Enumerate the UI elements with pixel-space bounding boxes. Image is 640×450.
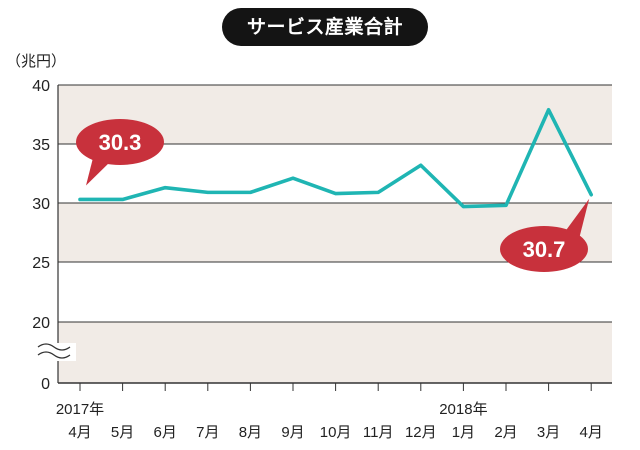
y-tick-label: 20 (32, 315, 50, 332)
x-tick-label: 12月 (405, 424, 437, 441)
x-tick-label: 7月 (196, 424, 219, 441)
background-bands (58, 85, 612, 383)
x-tick-label: 5月 (111, 424, 134, 441)
callout: 30.7 (500, 198, 590, 272)
x-tick-label: 11月 (363, 424, 394, 441)
x-tick-label: 8月 (239, 424, 262, 441)
x-tick-label: 3月 (537, 424, 560, 441)
axis-break-wave (37, 351, 71, 359)
y-tick-label: 25 (32, 255, 50, 272)
x-tick-labels: 4月 5月 6月 7月 8月 9月 10月 11月 12月 1月 2月 3月 4月 2017年 2018年 (56, 383, 603, 441)
x-tick-label: 9月 (281, 424, 304, 441)
y-tick-label: 0 (41, 376, 50, 393)
x-tick-label: 10月 (320, 424, 352, 441)
callout-label: 30.3 (99, 130, 142, 155)
y-tick-label: 35 (32, 137, 50, 154)
callout: 30.3 (76, 119, 164, 186)
x-tick-label: 4月 (580, 424, 603, 441)
callout-bubble (76, 119, 164, 165)
x-tick-label: 4月 (68, 424, 91, 441)
data-series (78, 107, 594, 209)
series-line (78, 107, 594, 209)
axis-break-gap (36, 343, 76, 361)
axes (36, 85, 76, 383)
x-tick-label: 6月 (154, 424, 177, 441)
y-axis-unit-label: （兆円） (6, 52, 67, 70)
y-tick-label: 30 (32, 196, 50, 213)
band (58, 322, 612, 383)
axis-break-wave (37, 343, 71, 351)
chart-title: サービス産業合計 (222, 8, 428, 46)
y-tick-labels: 40 35 30 25 20 0 (32, 78, 50, 393)
x-tick-label: 2月 (494, 424, 517, 441)
x-year-label: 2018年 (439, 401, 487, 418)
callout-bubble (500, 226, 588, 272)
value-callouts: 30.3 30.7 (76, 119, 590, 272)
x-year-label: 2017年 (56, 401, 104, 418)
x-tick-label: 1月 (452, 424, 475, 441)
callout-label: 30.7 (523, 237, 566, 262)
y-tick-label: 40 (32, 78, 50, 95)
